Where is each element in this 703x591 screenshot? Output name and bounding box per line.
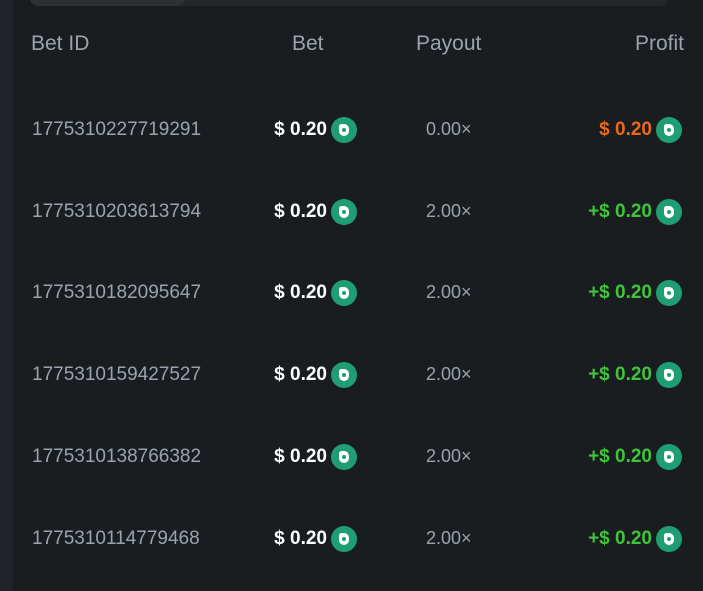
bet-value: $ 0.20 (274, 119, 327, 140)
coin-icon (331, 198, 357, 225)
profit-amount: $ 0.20 (599, 117, 682, 143)
coin-icon (656, 362, 682, 389)
bet-value: $ 0.20 (274, 364, 327, 386)
bet-id[interactable]: 1775310159427527 (32, 364, 202, 386)
payout: 2.00× (426, 282, 472, 303)
profit-amount: +$ 0.20 (588, 525, 682, 552)
bet-amount: $ 0.20 (274, 525, 357, 552)
coin-icon (656, 280, 682, 307)
table-row[interactable]: 1775310182095647 $ 0.20 2.00× +$ 0.20 (0, 273, 703, 313)
profit-value: +$ 0.20 (588, 200, 652, 222)
bet-value: $ 0.20 (274, 527, 327, 549)
header-bet: Bet (292, 32, 324, 55)
payout: 2.00× (426, 200, 472, 221)
side-panel-edge (0, 0, 13, 591)
table-row[interactable]: 1775310138766382 $ 0.20 2.00× +$ 0.20 (0, 437, 703, 477)
coin-icon (656, 198, 682, 225)
bet-value: $ 0.20 (274, 200, 327, 222)
coin-icon (331, 117, 357, 143)
profit-amount: +$ 0.20 (588, 362, 682, 389)
tab-bar (30, 0, 668, 6)
table-row[interactable]: 1775310114779468 $ 0.20 2.00× +$ 0.20 (0, 519, 703, 559)
payout: 2.00× (426, 527, 472, 548)
header-bet-id: Bet ID (31, 32, 90, 55)
bet-amount: $ 0.20 (274, 362, 357, 389)
bet-amount: $ 0.20 (274, 443, 357, 470)
bet-value: $ 0.20 (274, 445, 327, 467)
table-row[interactable]: 1775310159427527 $ 0.20 2.00× +$ 0.20 (0, 355, 703, 395)
bet-amount: $ 0.20 (274, 198, 357, 225)
profit-amount: +$ 0.20 (588, 198, 682, 225)
coin-icon (331, 280, 357, 307)
bet-id[interactable]: 1775310203613794 (32, 200, 202, 222)
table-row[interactable]: 1775310227719291 $ 0.20 0.00× $ 0.20 (0, 110, 703, 150)
profit-amount: +$ 0.20 (588, 443, 682, 470)
payout: 0.00× (426, 119, 472, 139)
tab-active[interactable] (30, 0, 185, 6)
coin-icon (656, 525, 682, 552)
coin-icon (656, 443, 682, 470)
bet-id[interactable]: 1775310138766382 (32, 445, 202, 467)
bet-amount: $ 0.20 (274, 280, 357, 307)
bet-amount: $ 0.20 (274, 117, 357, 143)
profit-value: +$ 0.20 (588, 364, 652, 386)
coin-icon (331, 525, 357, 552)
profit-amount: +$ 0.20 (588, 280, 682, 307)
profit-value: +$ 0.20 (588, 445, 652, 467)
coin-icon (331, 443, 357, 470)
coin-icon (656, 117, 682, 143)
bet-id[interactable]: 1775310227719291 (32, 119, 202, 140)
table-row[interactable]: 1775310203613794 $ 0.20 2.00× +$ 0.20 (0, 192, 703, 232)
bet-id[interactable]: 1775310182095647 (32, 282, 202, 304)
bet-value: $ 0.20 (274, 282, 327, 304)
coin-icon (331, 362, 357, 389)
payout: 2.00× (426, 445, 472, 466)
header-payout: Payout (416, 32, 482, 55)
header-profit: Profit (634, 32, 684, 55)
profit-value: $ 0.20 (599, 119, 652, 140)
profit-value: +$ 0.20 (588, 527, 652, 549)
profit-value: +$ 0.20 (588, 282, 652, 304)
payout: 2.00× (426, 364, 472, 385)
bet-id[interactable]: 1775310114779468 (32, 527, 200, 549)
